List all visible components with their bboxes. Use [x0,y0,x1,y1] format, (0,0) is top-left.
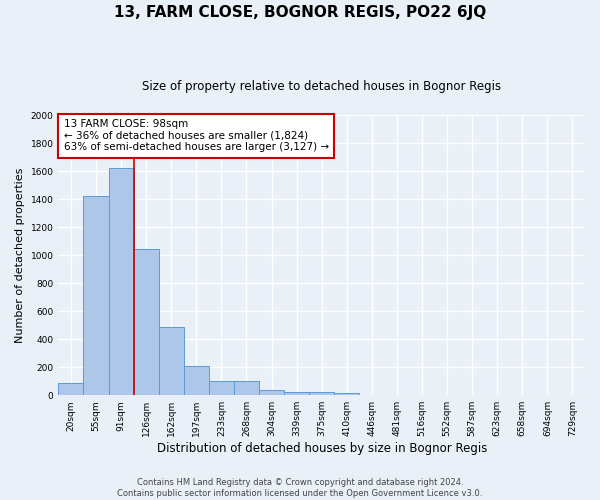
Text: 13 FARM CLOSE: 98sqm
← 36% of detached houses are smaller (1,824)
63% of semi-de: 13 FARM CLOSE: 98sqm ← 36% of detached h… [64,119,329,152]
Text: Contains HM Land Registry data © Crown copyright and database right 2024.
Contai: Contains HM Land Registry data © Crown c… [118,478,482,498]
X-axis label: Distribution of detached houses by size in Bognor Regis: Distribution of detached houses by size … [157,442,487,455]
Bar [284,392,309,395]
Bar [259,390,284,395]
Bar [134,249,159,395]
Bar [184,366,209,395]
Bar [234,381,259,395]
Y-axis label: Number of detached properties: Number of detached properties [15,168,25,343]
Bar [209,381,234,395]
Bar [83,196,109,395]
Text: 13, FARM CLOSE, BOGNOR REGIS, PO22 6JQ: 13, FARM CLOSE, BOGNOR REGIS, PO22 6JQ [114,5,486,20]
Bar [334,393,359,395]
Bar [309,392,334,395]
Bar [58,384,83,395]
Bar [109,168,134,395]
Bar [159,326,184,395]
Title: Size of property relative to detached houses in Bognor Regis: Size of property relative to detached ho… [142,80,501,93]
